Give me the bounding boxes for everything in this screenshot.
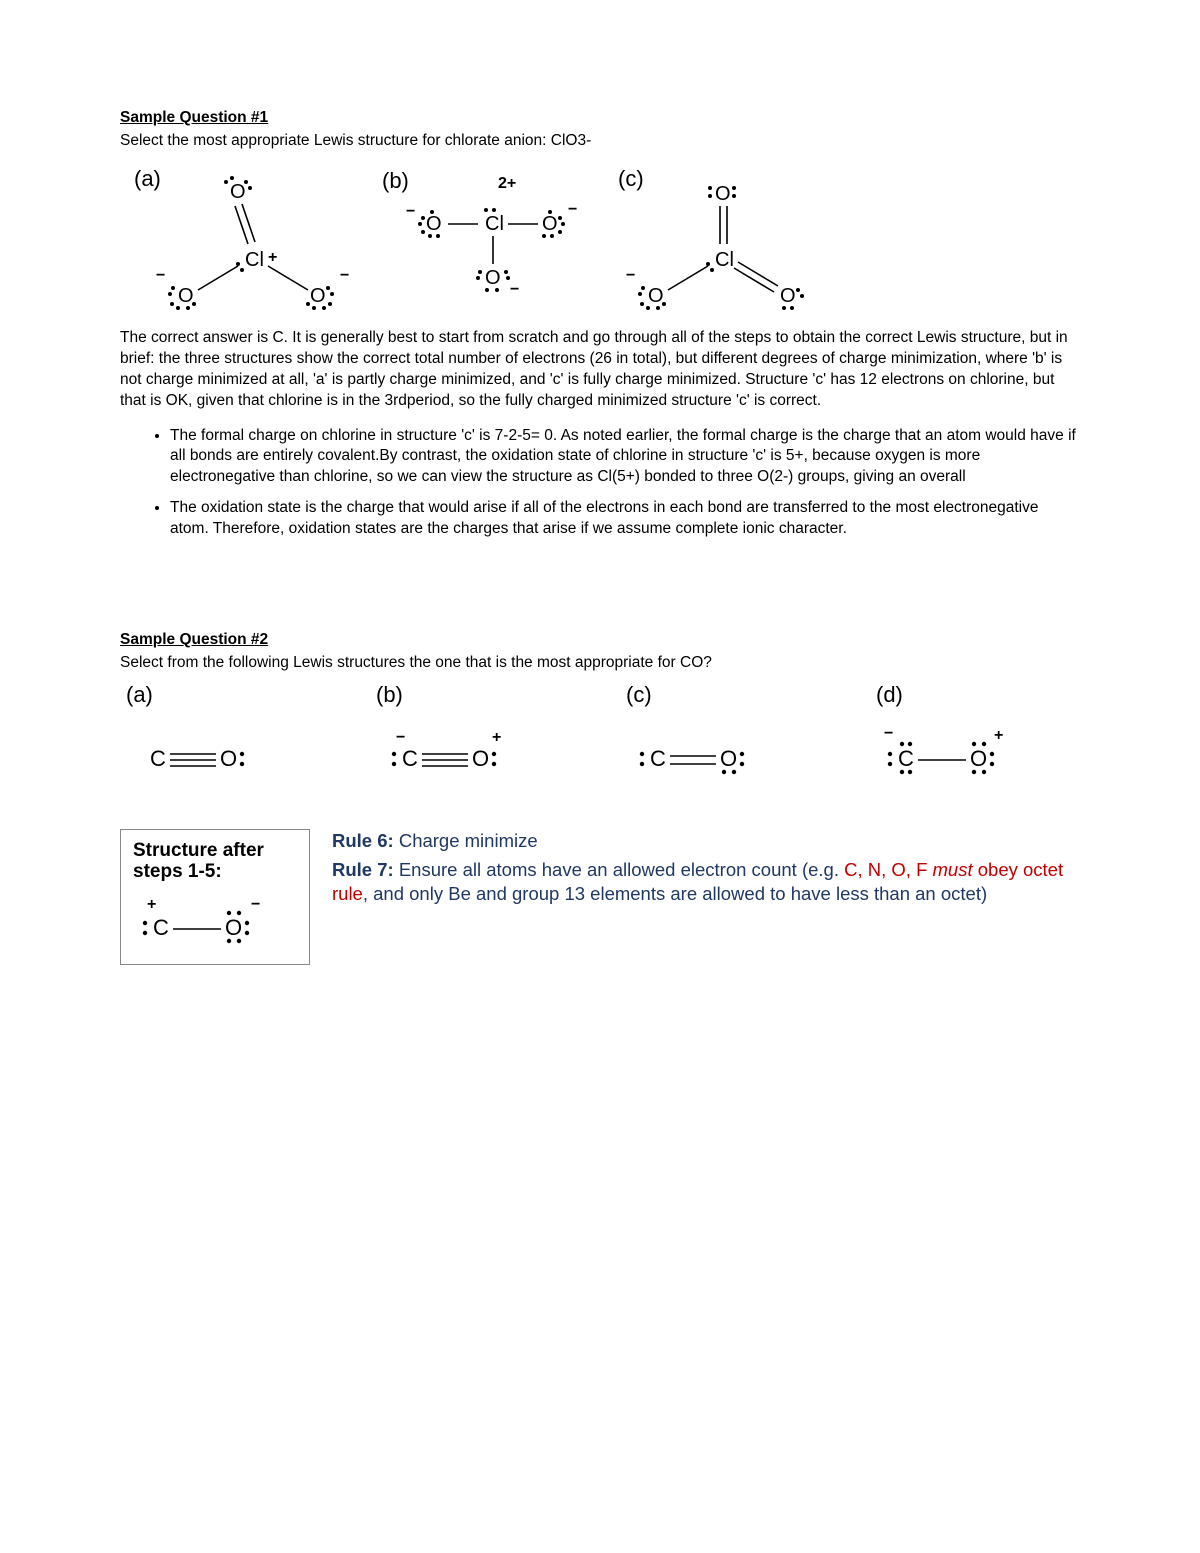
- rule7-pre: Ensure all atoms have an allowed electro…: [399, 859, 844, 880]
- svg-text:O: O: [220, 746, 237, 771]
- q1-label-a: (a): [134, 166, 161, 191]
- svg-text:O: O: [230, 181, 246, 203]
- svg-text:2+: 2+: [498, 175, 516, 192]
- q1-figure: (a) Cl + O O −: [120, 158, 1080, 318]
- svg-text:O: O: [310, 285, 326, 307]
- svg-text:Cl: Cl: [715, 249, 734, 271]
- q2-struct-d: − C O +: [870, 718, 1070, 788]
- svg-text:+: +: [268, 249, 277, 266]
- svg-text:−: −: [340, 267, 349, 284]
- rules-left-title: Structure after steps 1-5:: [133, 840, 297, 884]
- q1-lewis-diagram: (a) Cl + O O −: [120, 158, 840, 318]
- svg-text:O: O: [780, 285, 796, 307]
- q1-prompt: Select the most appropriate Lewis struct…: [120, 131, 1080, 152]
- rule6-text: Charge minimize: [399, 830, 538, 851]
- svg-text:O: O: [648, 285, 664, 307]
- svg-text:C: C: [402, 746, 418, 771]
- rules-left-struct: + C O −: [133, 889, 303, 949]
- rule7-label: Rule 7:: [332, 859, 394, 880]
- q2-rules-block: Structure after steps 1-5: + C O − Rule …: [120, 829, 1080, 966]
- rule7: Rule 7: Ensure all atoms have an allowed…: [332, 858, 1080, 905]
- rule6-label: Rule 6:: [332, 830, 394, 851]
- q2-struct-c: C O: [620, 718, 820, 788]
- q2-figure: (a) C O (b) − C O +: [120, 680, 1080, 795]
- svg-text:C: C: [898, 746, 914, 771]
- svg-text:+: +: [492, 729, 501, 746]
- q2-label-c: (c): [620, 680, 830, 710]
- rule7-post: , and only Be and group 13 elements are …: [363, 883, 987, 904]
- svg-text:O: O: [472, 746, 489, 771]
- svg-text:C: C: [150, 746, 166, 771]
- svg-text:Cl: Cl: [485, 213, 504, 235]
- svg-text:O: O: [426, 213, 442, 235]
- svg-text:O: O: [178, 285, 194, 307]
- q2-prompt: Select from the following Lewis structur…: [120, 653, 1080, 674]
- rule7-red-italic: must: [933, 859, 978, 880]
- svg-text:−: −: [251, 896, 260, 913]
- rule6: Rule 6: Charge minimize: [332, 829, 1080, 853]
- svg-text:−: −: [626, 267, 635, 284]
- q2-struct-a: C O: [120, 718, 300, 788]
- svg-text:O: O: [970, 746, 987, 771]
- svg-text:−: −: [510, 281, 519, 298]
- q1-label-c: (c): [618, 166, 644, 191]
- q1-heading: Sample Question #1: [120, 108, 1080, 129]
- q2-struct-b: − C O +: [370, 718, 570, 788]
- q1-bullets: The formal charge on chlorine in structu…: [120, 426, 1080, 541]
- svg-text:−: −: [156, 267, 165, 284]
- svg-text:+: +: [994, 727, 1003, 744]
- svg-text:O: O: [225, 915, 242, 940]
- q2-label-b: (b): [370, 680, 580, 710]
- q1-explanation: The correct answer is C. It is generally…: [120, 328, 1080, 412]
- svg-text:O: O: [720, 746, 737, 771]
- svg-text:Cl: Cl: [245, 249, 264, 271]
- q2-label-a: (a): [120, 680, 330, 710]
- svg-text:+: +: [147, 896, 156, 913]
- svg-text:−: −: [568, 201, 577, 218]
- svg-text:−: −: [396, 729, 405, 746]
- svg-text:C: C: [650, 746, 666, 771]
- rule7-red1: C, N, O, F: [844, 859, 932, 880]
- svg-text:−: −: [884, 725, 893, 742]
- svg-text:−: −: [406, 203, 415, 220]
- rules-right: Rule 6: Charge minimize Rule 7: Ensure a…: [332, 829, 1080, 966]
- svg-text:O: O: [542, 213, 558, 235]
- document-page: Sample Question #1 Select the most appro…: [0, 0, 1200, 1553]
- svg-text:O: O: [485, 267, 501, 289]
- q1-bullet-1: The formal charge on chlorine in structu…: [170, 426, 1080, 489]
- svg-text:C: C: [153, 915, 169, 940]
- q2-heading: Sample Question #2: [120, 630, 1080, 651]
- svg-text:O: O: [715, 183, 731, 205]
- rules-left-box: Structure after steps 1-5: + C O −: [120, 829, 310, 966]
- q1-bullet-2: The oxidation state is the charge that w…: [170, 498, 1080, 540]
- q1-label-b: (b): [382, 168, 409, 193]
- q2-label-d: (d): [870, 680, 1080, 710]
